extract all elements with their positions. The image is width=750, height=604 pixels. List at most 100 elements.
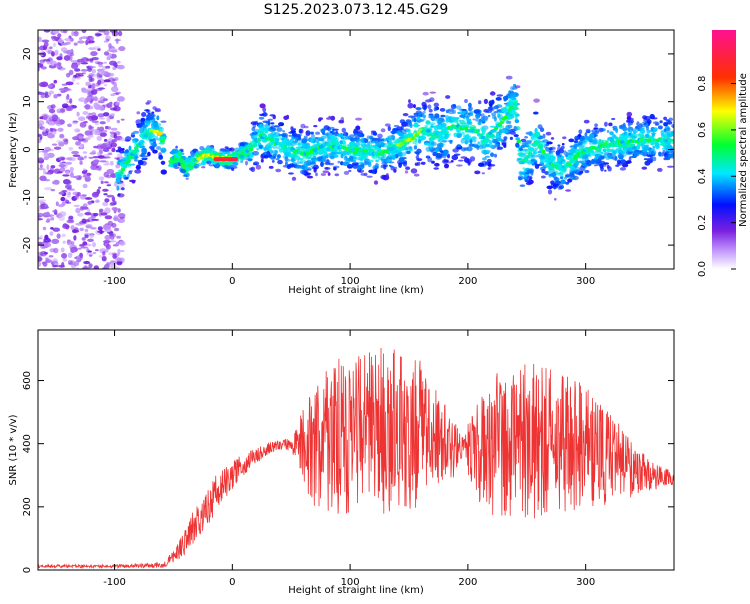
spectrogram-cell (88, 156, 94, 159)
spectrogram-cell (262, 139, 268, 143)
spectrogram-cell (508, 115, 513, 120)
spectrogram-cell (113, 227, 120, 232)
spectrogram-cell (460, 131, 465, 135)
spectrogram-cell (405, 134, 412, 138)
snr-x-tick-label: -100 (103, 577, 126, 588)
spectrogram-cell (142, 147, 147, 154)
spectrogram-cell (562, 160, 565, 164)
spectrogram-cell (555, 150, 561, 156)
spectrogram-cell (91, 69, 97, 74)
spectrogram-cell (93, 159, 100, 164)
spectrogram-cell (172, 163, 177, 168)
spectrogram-cell (282, 130, 285, 133)
spectrogram-cell (65, 106, 72, 111)
spectrogram-cell (457, 111, 461, 115)
spectrogram-cell (88, 263, 93, 269)
spectrogram-cell (314, 137, 319, 140)
spectrogram-cell (81, 30, 87, 34)
spectrogram-cell (258, 124, 264, 128)
spectrogram-cell (557, 144, 561, 147)
spectrogram-cell (562, 136, 567, 140)
snr-x-tick-label: 0 (229, 577, 235, 588)
spectrogram-cell (80, 62, 89, 65)
spectrogram-cell (103, 153, 110, 157)
spectrogram-cell (172, 148, 179, 154)
spectrogram-cell (310, 131, 314, 135)
spectrogram-y-tick-label: -20 (22, 237, 33, 253)
spectrogram-cell (567, 152, 573, 156)
spectrogram-cell (548, 147, 553, 151)
spectrogram-cell (245, 160, 248, 166)
spectrogram-cell (650, 150, 654, 155)
spectrogram-cell (337, 160, 341, 164)
spectrogram-cell (65, 81, 74, 86)
spectrogram-cell (474, 170, 481, 175)
spectrogram-cell (103, 112, 110, 117)
spectrogram-cell (282, 144, 288, 149)
spectrogram-cell (113, 182, 118, 187)
spectrogram-cell (317, 137, 321, 140)
spectrogram-cell (252, 142, 258, 147)
spectrogram-cell (311, 134, 315, 139)
spectrogram-cell (72, 175, 79, 179)
spectrogram-cell (373, 132, 378, 136)
spectrogram-cell (544, 155, 550, 160)
spectrogram-cell (181, 160, 186, 164)
spectrogram-cell (91, 120, 99, 123)
spectrogram-cell (59, 53, 63, 59)
spectrogram-cell (84, 212, 92, 216)
spectrogram-cell (554, 198, 557, 201)
spectrogram-cell (644, 116, 651, 121)
spectrogram-cell (232, 161, 239, 166)
spectrogram-cell (475, 118, 479, 122)
spectrogram-cell (414, 138, 418, 142)
spectrogram-cell (91, 129, 100, 135)
spectrogram-cell (252, 150, 260, 156)
spectrogram-cell (89, 152, 96, 155)
spectrogram-cell (583, 119, 590, 124)
spectrogram-cell (336, 133, 344, 137)
spectrogram-cell (651, 132, 656, 138)
spectrogram-cell (106, 184, 112, 187)
spectrogram-cell (41, 150, 49, 153)
spectrogram-cell (45, 172, 52, 175)
spectrogram-cell (493, 153, 498, 158)
spectrogram-cell (497, 138, 504, 142)
spectrogram-cell (121, 156, 129, 160)
spectrogram-cell (605, 157, 610, 161)
spectrogram-cell (449, 139, 453, 144)
spectrogram-cell (117, 193, 121, 197)
spectrogram-cell (50, 104, 56, 109)
spectrogram-cell (38, 36, 42, 43)
spectrogram-cell (259, 113, 265, 116)
spectrogram-cell (88, 124, 92, 131)
spectrogram-cell (389, 165, 394, 168)
spectrogram-cell (76, 58, 85, 63)
spectrogram-cell (111, 196, 116, 202)
spectrogram-cell (448, 127, 454, 131)
spectrogram-cell (646, 157, 651, 164)
spectrogram-cell (381, 158, 385, 163)
spectrogram-cell (372, 164, 379, 171)
spectrogram-cell (413, 173, 420, 177)
spectrogram-cell (326, 132, 330, 137)
spectrogram-cell (137, 159, 144, 166)
spectrogram-cell (38, 200, 44, 204)
spectrogram-cell (38, 134, 42, 137)
spectrogram-cell (59, 133, 65, 139)
spectrogram-cell (348, 169, 352, 173)
spectrogram-cell (84, 130, 93, 136)
spectrogram-cell (39, 235, 43, 238)
spectrogram-cell (400, 162, 407, 165)
spectrogram-cell (492, 115, 497, 120)
spectrogram-cell (548, 173, 553, 178)
spectrogram-cell (38, 150, 42, 153)
spectrogram-cell (305, 130, 311, 136)
spectrogram-cell (299, 169, 307, 175)
spectrogram-cell (95, 249, 99, 252)
spectrogram-cell (253, 161, 260, 166)
spectrogram-cell (229, 147, 235, 152)
spectrogram-cell (426, 129, 431, 133)
spectrogram-cell (108, 252, 113, 256)
